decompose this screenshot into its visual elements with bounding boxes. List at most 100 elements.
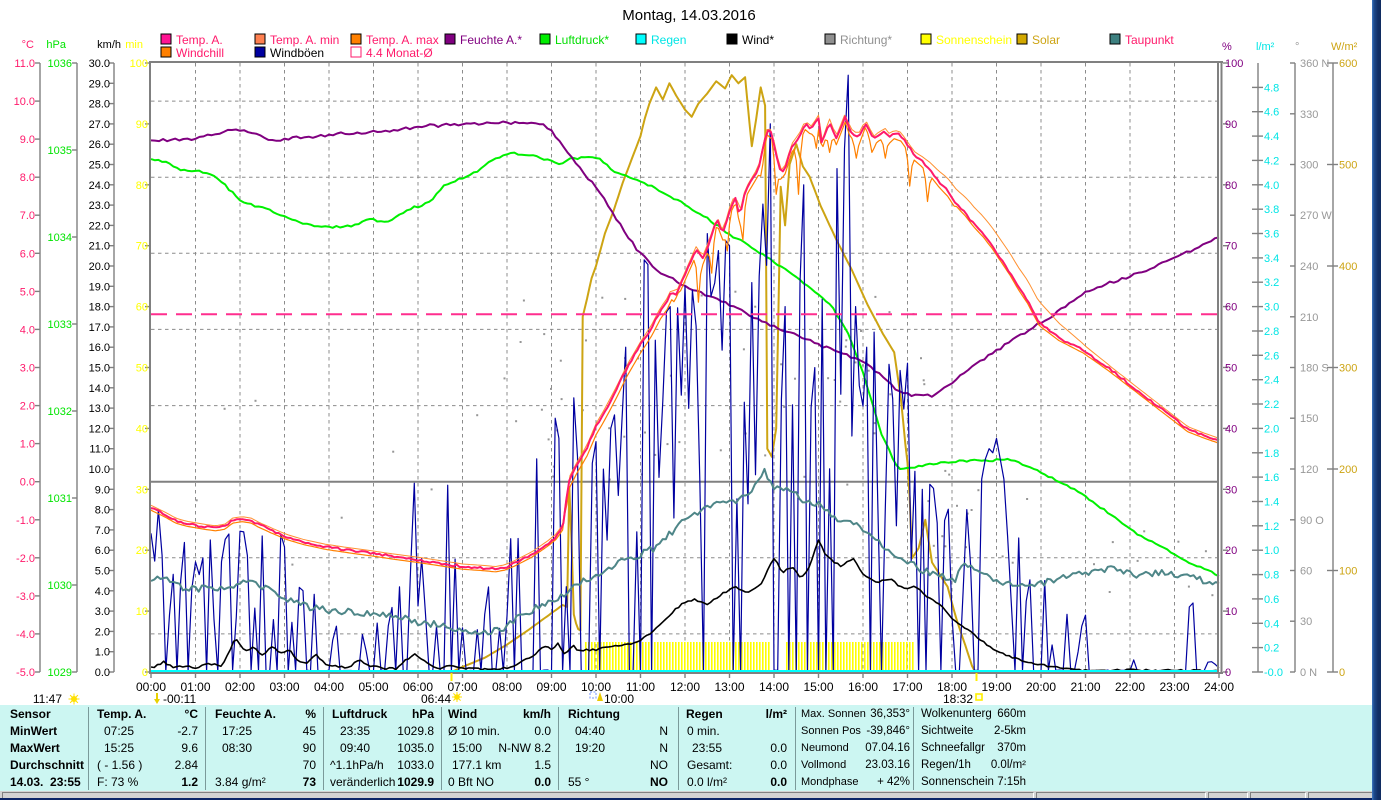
svg-text:0.2: 0.2 — [1264, 643, 1279, 655]
svg-text:60: 60 — [1300, 566, 1312, 578]
svg-text:0: 0 — [1225, 667, 1231, 679]
svg-text:100: 100 — [1225, 58, 1243, 70]
svg-text:27.0: 27.0 — [89, 119, 110, 131]
svg-text:30.0: 30.0 — [89, 58, 110, 70]
svg-text:06:00: 06:00 — [403, 680, 433, 694]
svg-text:70: 70 — [1225, 241, 1237, 253]
svg-text:1.8: 1.8 — [1264, 448, 1279, 460]
svg-text:8.0: 8.0 — [95, 505, 110, 517]
svg-text:1.6: 1.6 — [1264, 472, 1279, 484]
svg-text:360 N: 360 N — [1300, 58, 1329, 70]
svg-text:07:00: 07:00 — [447, 680, 477, 694]
svg-text:25.0: 25.0 — [89, 160, 110, 172]
svg-text:100: 100 — [1339, 566, 1357, 578]
svg-text:02:00: 02:00 — [225, 680, 255, 694]
svg-text:600: 600 — [1339, 58, 1357, 70]
svg-text:1029: 1029 — [48, 667, 72, 679]
svg-text:11.0: 11.0 — [89, 444, 110, 456]
svg-text:1.0: 1.0 — [1264, 545, 1279, 557]
svg-text:7.0: 7.0 — [20, 210, 35, 222]
svg-text:3.0: 3.0 — [1264, 302, 1279, 314]
svg-text:210: 210 — [1300, 312, 1318, 324]
svg-text:50: 50 — [1225, 363, 1237, 375]
svg-text:1033: 1033 — [48, 319, 72, 331]
svg-text:15:00: 15:00 — [803, 680, 833, 694]
svg-text:3.4: 3.4 — [1264, 253, 1279, 265]
svg-text:2.2: 2.2 — [1264, 399, 1279, 411]
svg-text:20: 20 — [1225, 545, 1237, 557]
svg-text:30: 30 — [136, 484, 148, 496]
svg-text:-3.0: -3.0 — [16, 591, 35, 603]
svg-text:90: 90 — [136, 119, 148, 131]
svg-text:Windchill: Windchill — [176, 46, 224, 60]
svg-text:16.0: 16.0 — [89, 342, 110, 354]
svg-text:1.0: 1.0 — [20, 439, 35, 451]
svg-text:0.0: 0.0 — [20, 477, 35, 489]
svg-text:Feuchte A.*: Feuchte A.* — [460, 33, 522, 47]
svg-text:7.0: 7.0 — [95, 525, 110, 537]
svg-text:12.0: 12.0 — [89, 423, 110, 435]
svg-text:18:00: 18:00 — [937, 680, 967, 694]
svg-text:10: 10 — [136, 606, 148, 618]
svg-text:5.0: 5.0 — [95, 566, 110, 578]
svg-text:80: 80 — [1225, 180, 1237, 192]
svg-text:-5.0: -5.0 — [16, 667, 35, 679]
svg-text:10: 10 — [1225, 606, 1237, 618]
svg-text:100: 100 — [130, 58, 148, 70]
svg-text:2.8: 2.8 — [1264, 326, 1279, 338]
svg-text:240: 240 — [1300, 261, 1318, 273]
svg-text:19.0: 19.0 — [89, 281, 110, 293]
svg-text:1.0: 1.0 — [95, 647, 110, 659]
svg-text:2.6: 2.6 — [1264, 350, 1279, 362]
svg-text:01:00: 01:00 — [180, 680, 210, 694]
svg-text:-2.0: -2.0 — [16, 553, 35, 565]
svg-text:06:44: 06:44 — [421, 692, 451, 706]
svg-text:30: 30 — [1300, 616, 1312, 628]
svg-text:2.0: 2.0 — [20, 401, 35, 413]
svg-text:400: 400 — [1339, 261, 1357, 273]
svg-text:03:00: 03:00 — [269, 680, 299, 694]
svg-text:90 O: 90 O — [1300, 515, 1324, 527]
svg-text:Sonnenschein: Sonnenschein — [936, 33, 1012, 47]
svg-text:29.0: 29.0 — [89, 78, 110, 90]
svg-text:20:00: 20:00 — [1026, 680, 1056, 694]
svg-text:22:00: 22:00 — [1115, 680, 1145, 694]
svg-text:50: 50 — [136, 363, 148, 375]
svg-text:8.0: 8.0 — [20, 172, 35, 184]
svg-text:40: 40 — [136, 423, 148, 435]
svg-text:00:00: 00:00 — [136, 680, 166, 694]
svg-text:23:00: 23:00 — [1159, 680, 1189, 694]
svg-text:17.0: 17.0 — [89, 322, 110, 334]
svg-text:21:00: 21:00 — [1070, 680, 1100, 694]
svg-text:4.0: 4.0 — [95, 586, 110, 598]
svg-text:0.0: 0.0 — [95, 667, 110, 679]
svg-text:4.4 Monat-Ø: 4.4 Monat-Ø — [366, 46, 433, 60]
svg-text:4.0: 4.0 — [20, 324, 35, 336]
svg-text:23.0: 23.0 — [89, 200, 110, 212]
svg-text:%: % — [1222, 41, 1232, 53]
svg-text:10:00: 10:00 — [604, 692, 634, 706]
svg-text:19:00: 19:00 — [981, 680, 1011, 694]
svg-text:6.0: 6.0 — [20, 248, 35, 260]
svg-text:4.6: 4.6 — [1264, 107, 1279, 119]
svg-text:Taupunkt: Taupunkt — [1125, 33, 1174, 47]
svg-text:09:00: 09:00 — [536, 680, 566, 694]
svg-text:-0.0: -0.0 — [1264, 667, 1283, 679]
svg-text:0: 0 — [142, 667, 148, 679]
svg-text:70: 70 — [136, 241, 148, 253]
svg-text:270 W: 270 W — [1300, 210, 1332, 222]
svg-text:min: min — [125, 39, 143, 51]
svg-text:150: 150 — [1300, 413, 1318, 425]
svg-text:22.0: 22.0 — [89, 220, 110, 232]
svg-text:200: 200 — [1339, 464, 1357, 476]
svg-text:Temp. A.: Temp. A. — [176, 33, 223, 47]
svg-text:1032: 1032 — [48, 406, 72, 418]
svg-text:3.0: 3.0 — [20, 363, 35, 375]
svg-text:13:00: 13:00 — [714, 680, 744, 694]
svg-text:500: 500 — [1339, 160, 1357, 172]
svg-text:1030: 1030 — [48, 580, 72, 592]
svg-text:180 S: 180 S — [1300, 363, 1329, 375]
svg-text:15.0: 15.0 — [89, 363, 110, 375]
svg-text:90: 90 — [1225, 119, 1237, 131]
svg-text:hPa: hPa — [46, 39, 66, 51]
